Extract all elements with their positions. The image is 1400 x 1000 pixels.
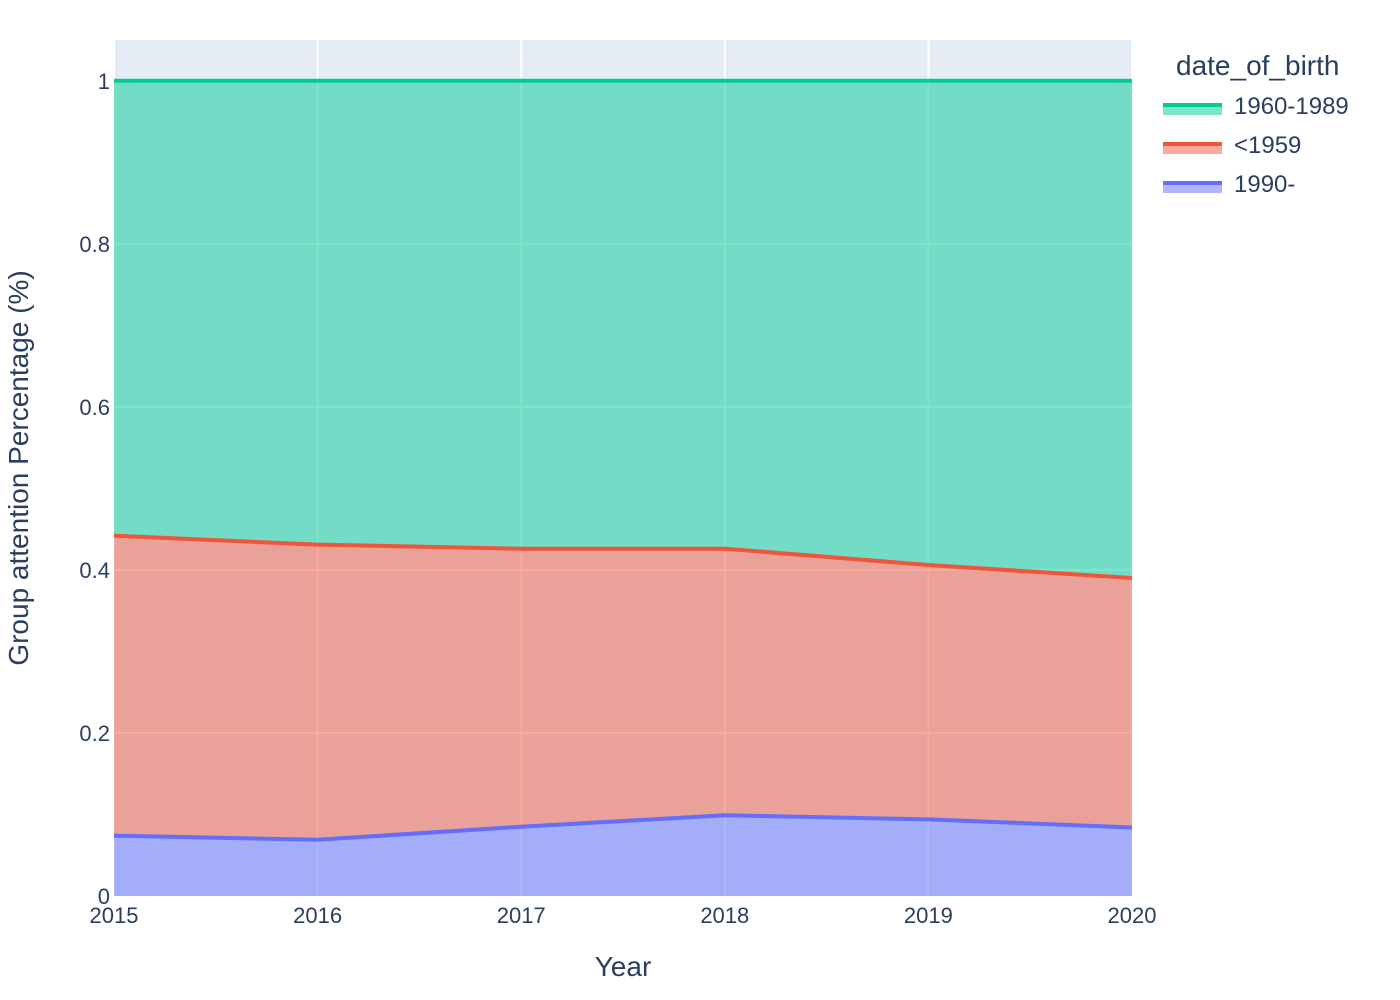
legend-label: <1959 — [1234, 132, 1301, 159]
y-axis-ticks: 0 0.2 0.4 0.6 0.8 1 — [79, 69, 110, 909]
y-tick-label: 0.2 — [79, 721, 110, 746]
x-tick-label: 2016 — [293, 903, 342, 928]
y-tick-label: 1 — [98, 69, 110, 94]
legend-label: 1990- — [1234, 171, 1295, 198]
y-tick-label: 0.6 — [79, 395, 110, 420]
line-1990 — [113, 813, 1133, 842]
legend-swatch-fill — [1163, 144, 1222, 154]
y-axis-title: Group attention Percentage (%) — [3, 270, 34, 665]
legend[interactable]: date_of_birth 1960-1989 <1959 1990- — [1163, 50, 1349, 198]
x-tick-label: 2020 — [1108, 903, 1157, 928]
area-1960-1989 — [114, 80, 1132, 579]
legend-item-1959[interactable]: <1959 — [1163, 132, 1301, 159]
x-axis-title: Year — [595, 951, 652, 982]
y-tick-label: 0.8 — [79, 232, 110, 257]
y-tick-label: 0.4 — [79, 558, 110, 583]
series-lines — [113, 78, 1133, 842]
area-1959 — [114, 535, 1132, 840]
legend-swatch-fill — [1163, 105, 1222, 115]
legend-label: 1960-1989 — [1234, 93, 1349, 120]
line-1959 — [113, 533, 1133, 581]
x-axis-ticks: 2015 2016 2017 2018 2019 2020 — [90, 903, 1157, 928]
legend-item-1990[interactable]: 1990- — [1163, 171, 1295, 198]
x-tick-label: 2018 — [700, 903, 749, 928]
legend-swatch-fill — [1163, 183, 1222, 193]
area-1990 — [114, 815, 1132, 896]
legend-title: date_of_birth — [1176, 50, 1339, 81]
x-tick-label: 2017 — [497, 903, 546, 928]
x-tick-label: 2015 — [90, 903, 139, 928]
y-tick-label: 0 — [98, 884, 110, 909]
x-tick-label: 2019 — [904, 903, 953, 928]
legend-item-1960-1989[interactable]: 1960-1989 — [1163, 93, 1349, 120]
series-areas — [114, 80, 1132, 896]
